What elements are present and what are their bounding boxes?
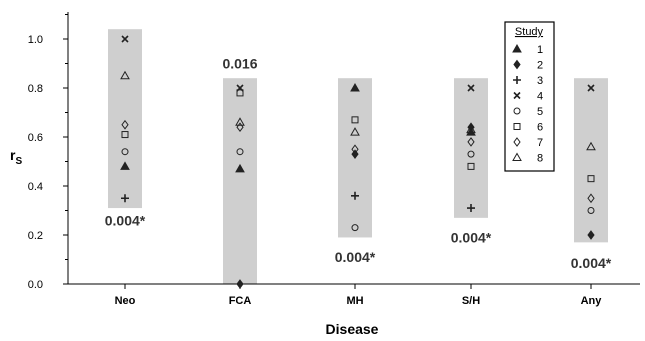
point-study-6-any: [587, 175, 595, 183]
point-study-2-any: [587, 230, 595, 240]
point-study-7-any: [587, 193, 595, 204]
point-study-7-fca: [236, 122, 244, 133]
p-value-label: 0.004*: [571, 255, 612, 271]
y-tick-label: 1.0: [28, 34, 43, 46]
legend-marker-2: [513, 59, 521, 70]
point-study-1-mh: [350, 82, 360, 92]
range-band-sh: [454, 78, 488, 218]
x-tick-label: FCA: [229, 295, 252, 307]
legend-entry-label: 1: [537, 44, 543, 56]
point-study-3-neo: [121, 194, 129, 203]
point-study-6-neo: [121, 131, 129, 139]
legend-marker-8: [512, 152, 522, 161]
legend-entry-label: 6: [537, 122, 543, 134]
range-band-any: [574, 78, 608, 243]
legend-entry-label: 2: [537, 60, 543, 72]
point-study-8-any: [586, 141, 596, 151]
legend-items: 1 2 3 4 5 6 7 8: [512, 43, 543, 165]
x-tick-label: S/H: [462, 295, 480, 307]
point-study-6-mh: [351, 116, 359, 124]
x-axis-label: Disease: [326, 321, 379, 337]
point-study-7-sh: [467, 137, 475, 147]
legend: Study 1 2 3 4 5 6 7 8: [504, 21, 555, 172]
legend-marker-5: [513, 107, 521, 115]
point-study-4-any: [587, 84, 595, 92]
legend-box: [504, 21, 555, 172]
range-band-neo: [108, 29, 142, 209]
y-tick-label: 0.2: [28, 230, 43, 242]
data-points: [120, 35, 596, 289]
point-study-8-fca: [235, 117, 245, 126]
legend-marker-6: [513, 123, 521, 130]
point-study-4-neo: [121, 35, 129, 43]
point-study-5-any: [587, 207, 595, 214]
point-study-8-neo: [120, 70, 130, 80]
y-axis-label: rS: [10, 147, 22, 167]
x-tick-label: Neo: [115, 295, 136, 307]
range-bands: [108, 29, 608, 284]
legend-marker-3: [513, 76, 521, 84]
point-study-3-sh: [467, 204, 475, 213]
y-tick-label: 0.0: [28, 279, 43, 291]
point-study-8-mh: [350, 127, 360, 136]
p-value-label: 0.004*: [451, 229, 492, 245]
legend-marker-1: [512, 43, 522, 53]
point-study-7-mh: [351, 144, 359, 155]
x-tick-label: MH: [346, 295, 363, 307]
point-study-2-fca: [236, 279, 244, 289]
point-study-6-sh: [467, 162, 475, 170]
legend-entry-label: 3: [537, 75, 543, 87]
x-ticks: Neo FCA MH S/H Any: [115, 284, 603, 307]
legend-title: Study: [515, 26, 544, 38]
legend-marker-4: [513, 91, 521, 100]
y-tick-label: 0.8: [28, 83, 43, 95]
y-tick-label: 0.4: [28, 181, 43, 193]
y-ticks: 0.0 0.2 0.4 0.6 0.8 1.0: [28, 14, 68, 291]
x-tick-label: Any: [581, 295, 603, 307]
point-study-3-mh: [351, 191, 359, 200]
p-value-label: 0.016: [222, 56, 257, 72]
p-value-label: 0.004*: [105, 212, 146, 228]
point-study-1-neo: [120, 161, 130, 170]
point-study-1-fca: [235, 163, 245, 173]
point-study-5-mh: [351, 224, 359, 232]
point-study-6-fca: [236, 89, 244, 97]
p-value-labels: 0.004* 0.016 0.004* 0.004* 0.004*: [105, 56, 612, 272]
legend-entry-label: 7: [537, 137, 543, 149]
legend-entry-label: 5: [537, 106, 543, 118]
point-study-8-sh: [466, 124, 476, 134]
legend-entry-label: 4: [537, 91, 543, 103]
point-study-2-mh: [351, 149, 359, 159]
point-study-4-sh: [467, 84, 475, 92]
point-study-5-neo: [121, 148, 129, 156]
y-tick-label: 0.6: [28, 132, 43, 144]
point-study-5-fca: [236, 148, 244, 156]
range-band-fca: [223, 78, 257, 284]
point-study-5-sh: [467, 150, 475, 158]
point-study-7-neo: [121, 119, 129, 130]
legend-marker-7: [513, 137, 521, 147]
legend-entry-label: 8: [537, 153, 543, 165]
p-value-label: 0.004*: [335, 249, 376, 265]
